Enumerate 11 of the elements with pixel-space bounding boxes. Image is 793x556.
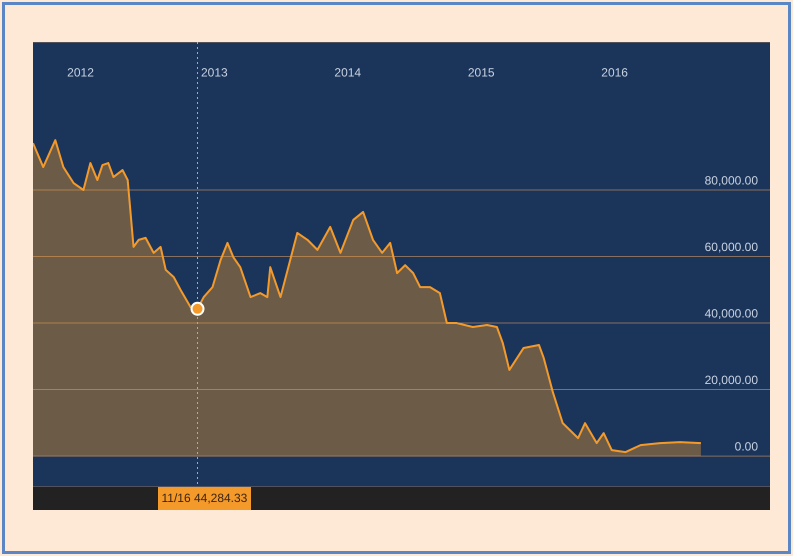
x-tick-label: 2013 (200, 66, 228, 80)
y-tick-label: 20,000.00 (704, 372, 758, 387)
x-tick-label: 2016 (601, 66, 628, 80)
y-tick-label: 40,000.00 (704, 306, 758, 320)
y-tick-label: 0.00 (734, 439, 758, 454)
text: 11/16 44,284.33 (158, 487, 252, 510)
y-tick-label: 80,000.00 (704, 173, 758, 188)
y-tick-label: 60,000.00 (704, 240, 758, 254)
x-tick-label: 2015 (468, 66, 495, 80)
x-tick-label: 2014 (334, 66, 362, 80)
x-tick-label: 2012 (67, 66, 94, 80)
